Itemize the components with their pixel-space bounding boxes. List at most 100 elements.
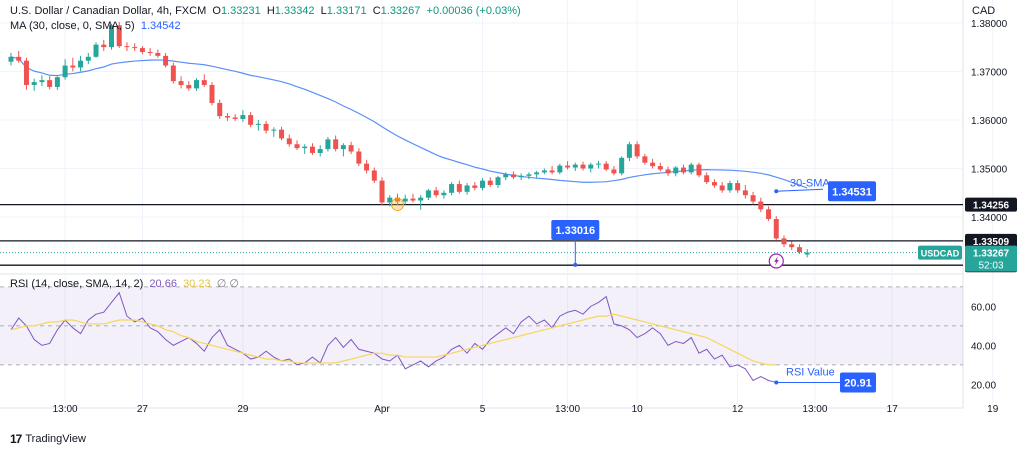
- candle-body: [750, 195, 756, 202]
- candle-body: [449, 184, 455, 193]
- ma-legend[interactable]: MA (30, close, 0, SMA, 5) 1.34542: [10, 19, 181, 33]
- ohlc-low: 1.33171: [326, 5, 367, 17]
- candle-body: [433, 190, 439, 196]
- current-price-label: 1.33267: [973, 249, 1010, 260]
- candle-body: [186, 84, 192, 89]
- symbol-tag-label: USDCAD: [921, 249, 960, 259]
- price-tick-label: 1.34000: [971, 213, 1008, 224]
- candle-body: [549, 170, 555, 173]
- rsi-legend-label: RSI (14, close, SMA, 14, 2): [10, 278, 144, 290]
- tradingview-logo-icon: 17: [10, 432, 22, 446]
- candle-body: [595, 163, 601, 165]
- time-tick-label: 13:00: [555, 404, 580, 415]
- candle-body: [163, 55, 169, 66]
- candle-body: [781, 238, 787, 245]
- rsi-callout-dot: [774, 380, 779, 385]
- candle-body: [39, 80, 45, 83]
- tradingview-name: TradingView: [25, 433, 86, 445]
- candle-body: [232, 117, 238, 119]
- time-tick-label: 27: [137, 404, 149, 415]
- lightning-glyph: [774, 256, 779, 266]
- candle-body: [773, 219, 779, 239]
- candle-body: [572, 164, 578, 168]
- candle-body: [116, 25, 122, 47]
- candle-body: [248, 115, 254, 125]
- candle-body: [611, 169, 617, 174]
- candle-body: [124, 46, 130, 48]
- candle-body: [657, 166, 663, 170]
- highlight-marker: [391, 197, 404, 211]
- candle-body: [364, 163, 370, 171]
- candle-body: [201, 80, 207, 85]
- candle-body: [626, 144, 632, 158]
- candle-body: [47, 80, 53, 87]
- candle-body: [418, 197, 424, 201]
- candle-body: [255, 123, 261, 125]
- candle-body: [742, 190, 748, 196]
- ohlc-high: 1.33342: [274, 5, 315, 17]
- candle-body: [719, 185, 725, 191]
- candle-body: [410, 198, 416, 201]
- tradingview-brand[interactable]: 17 TradingView: [10, 432, 86, 446]
- rsi-callout-value: 20.91: [844, 377, 872, 389]
- horizontal-level-label: 1.33509: [973, 237, 1010, 248]
- time-tick-label: 19: [987, 404, 999, 415]
- candle-body: [387, 197, 393, 203]
- candle-body: [557, 165, 563, 173]
- candle-body: [735, 183, 741, 191]
- candle-body: [402, 198, 408, 202]
- horizontal-level-tag: [965, 233, 1017, 248]
- candle-body: [487, 180, 493, 186]
- rsi-line: [10, 291, 777, 383]
- rsi-pane: [0, 286, 963, 383]
- time-tick-label: 13:00: [802, 404, 827, 415]
- candle-body: [54, 77, 60, 87]
- low-callout-dot: [573, 262, 578, 267]
- candle-body: [348, 145, 354, 152]
- candle-body: [456, 184, 462, 192]
- candle-body: [279, 129, 285, 139]
- rsi-callout-text: RSI Value: [786, 366, 835, 378]
- candle-body: [78, 60, 84, 68]
- candle-body: [170, 65, 176, 82]
- candle-body: [758, 201, 764, 210]
- ohlc-close: 1.33267: [380, 5, 421, 17]
- candle-body: [302, 146, 308, 149]
- symbol-title[interactable]: U.S. Dollar / Canadian Dollar, 4h, FXCM: [10, 5, 207, 17]
- candle-body: [178, 81, 184, 85]
- rsi-ma-line: [10, 313, 777, 366]
- price-pane: [0, 21, 963, 266]
- candle-body: [317, 149, 323, 153]
- candle-body: [309, 146, 315, 153]
- candle-body: [271, 129, 277, 131]
- candle-body: [727, 183, 733, 191]
- low-callout-value: 1.33016: [555, 225, 595, 237]
- candle-body: [804, 252, 810, 255]
- candle-body: [441, 192, 447, 196]
- candle-body: [619, 157, 625, 174]
- candle-body: [395, 197, 400, 202]
- candle-body: [16, 56, 22, 61]
- rsi-tick-label: 40.00: [971, 341, 996, 352]
- candle-body: [665, 169, 671, 174]
- candle-body: [263, 123, 269, 131]
- rsi-legend[interactable]: RSI (14, close, SMA, 14, 2) 20.66 30.23 …: [10, 277, 239, 291]
- candle-body: [85, 56, 91, 61]
- candle-body: [634, 144, 640, 157]
- symbol-legend: U.S. Dollar / Canadian Dollar, 4h, FXCM …: [10, 4, 521, 18]
- candle-body: [217, 102, 223, 117]
- candle-body: [472, 185, 478, 188]
- sma-callout-value: 1.34531: [832, 186, 872, 198]
- candle-body: [580, 164, 586, 169]
- candle-body: [356, 151, 362, 164]
- ohlc-low-label: L: [320, 5, 327, 17]
- currency-label: CAD: [972, 5, 995, 17]
- ohlc-change: +0.00036 (+0.03%): [426, 5, 521, 17]
- time-tick-label: 13:00: [53, 404, 78, 415]
- candle-body: [371, 170, 377, 181]
- horizontal-level-tag: [965, 197, 1017, 212]
- candle-body: [711, 182, 717, 186]
- candle-body: [333, 139, 339, 150]
